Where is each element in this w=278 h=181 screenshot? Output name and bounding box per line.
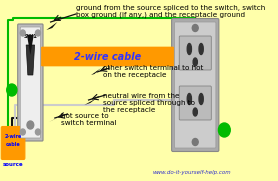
- FancyBboxPatch shape: [18, 24, 43, 141]
- Text: cable: cable: [6, 142, 21, 148]
- Ellipse shape: [199, 43, 203, 54]
- FancyBboxPatch shape: [175, 22, 216, 148]
- Text: ground from the source spliced to the switch, switch
box ground (if any,) and th: ground from the source spliced to the sw…: [76, 5, 265, 18]
- Circle shape: [7, 84, 17, 96]
- FancyBboxPatch shape: [20, 27, 41, 138]
- FancyBboxPatch shape: [179, 36, 211, 70]
- FancyBboxPatch shape: [1, 127, 25, 159]
- Text: 2-wire: 2-wire: [4, 134, 22, 138]
- Text: neutral wire from the
source spliced through to
the receptacle: neutral wire from the source spliced thr…: [103, 93, 195, 113]
- Ellipse shape: [193, 108, 197, 116]
- Circle shape: [20, 30, 25, 36]
- Circle shape: [35, 30, 41, 36]
- Polygon shape: [49, 116, 61, 122]
- Polygon shape: [26, 45, 34, 75]
- Text: source: source: [3, 163, 23, 167]
- Ellipse shape: [193, 58, 197, 66]
- Circle shape: [192, 138, 198, 146]
- Text: www.do-it-yourself-help.com: www.do-it-yourself-help.com: [152, 170, 231, 175]
- Polygon shape: [153, 96, 165, 102]
- Ellipse shape: [199, 94, 203, 104]
- Circle shape: [35, 129, 41, 135]
- Polygon shape: [91, 68, 101, 75]
- Text: other switch terminal to hot
on the receptacle: other switch terminal to hot on the rece…: [103, 65, 203, 78]
- FancyBboxPatch shape: [179, 86, 211, 120]
- Text: SW1: SW1: [23, 35, 37, 39]
- Circle shape: [219, 123, 230, 137]
- Polygon shape: [27, 35, 34, 55]
- Circle shape: [192, 24, 198, 31]
- Polygon shape: [84, 98, 97, 105]
- Text: 2-wire cable: 2-wire cable: [74, 52, 141, 62]
- FancyBboxPatch shape: [41, 47, 174, 66]
- Ellipse shape: [187, 43, 192, 54]
- Circle shape: [27, 121, 34, 129]
- FancyBboxPatch shape: [172, 18, 219, 151]
- Polygon shape: [46, 22, 57, 30]
- Circle shape: [20, 129, 25, 135]
- Ellipse shape: [187, 94, 192, 104]
- Text: hot source to
switch terminal: hot source to switch terminal: [61, 113, 116, 126]
